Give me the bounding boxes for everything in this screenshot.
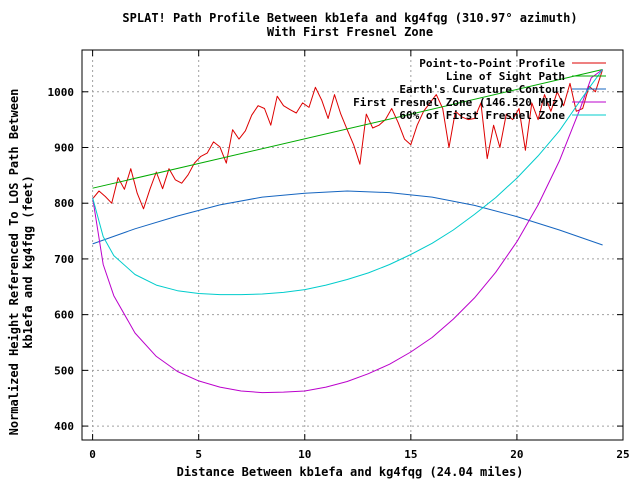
series-line-earth-s-curvature-contour bbox=[92, 190, 603, 246]
x-axis-label: Distance Between kb1efa and kg4fqg (24.0… bbox=[177, 465, 524, 479]
y-axis-label-line2: kb1efa and kg4fqg (feet) bbox=[21, 175, 35, 348]
y-tick-label: 400 bbox=[54, 420, 74, 433]
chart-title-line1: SPLAT! Path Profile Between kb1efa and k… bbox=[122, 11, 577, 25]
chart-title-line2: With First Fresnel Zone bbox=[267, 25, 433, 39]
series-line-first-fresnel-zone-146-520-mhz bbox=[92, 69, 603, 394]
x-tick-label: 0 bbox=[89, 448, 96, 461]
x-tick-label: 20 bbox=[510, 448, 523, 461]
x-tick-label: 5 bbox=[195, 448, 202, 461]
x-tick-label: 15 bbox=[404, 448, 417, 461]
legend-label: Line of Sight Path bbox=[446, 70, 565, 83]
y-tick-label: 900 bbox=[54, 142, 74, 155]
y-tick-label: 600 bbox=[54, 309, 74, 322]
y-tick-label: 700 bbox=[54, 253, 74, 266]
series-line-point-to-point-profile bbox=[92, 69, 604, 210]
series-layer bbox=[92, 69, 604, 394]
x-tick-label: 10 bbox=[298, 448, 311, 461]
legend-label: 60% of First Fresnel Zone bbox=[399, 109, 565, 122]
x-tick-label: 25 bbox=[616, 448, 629, 461]
legend-label: Earth's Curvature Contour bbox=[399, 83, 565, 96]
y-tick-label: 500 bbox=[54, 364, 74, 377]
series-line-60-of-first-fresnel-zone bbox=[92, 69, 604, 296]
y-tick-label: 1000 bbox=[48, 86, 75, 99]
plot-frame bbox=[81, 49, 624, 441]
legend-label: Point-to-Point Profile bbox=[419, 57, 565, 70]
y-axis-label-line1: Normalized Height Referenced To LOS Path… bbox=[7, 89, 21, 436]
y-tick-label: 800 bbox=[54, 197, 74, 210]
series-line-line-of-sight-path bbox=[92, 69, 603, 189]
x-axis-ticks: 0 5 10 15 20 25 bbox=[89, 50, 630, 461]
y-axis-ticks: 400 500 600 700 800 900 1000 bbox=[48, 86, 623, 433]
legend-label: First Fresnel Zone (146.520 MHz) bbox=[353, 96, 565, 109]
